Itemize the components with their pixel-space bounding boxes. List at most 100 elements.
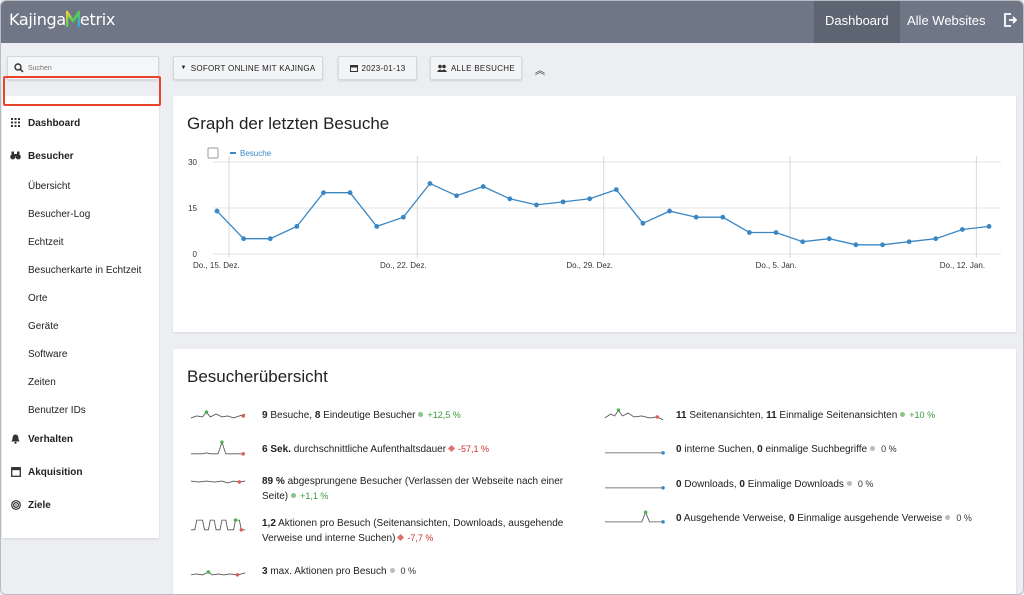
- data-point: [933, 236, 939, 242]
- trend-indicator-icon: [291, 493, 297, 499]
- sparkline-marker: [204, 410, 209, 414]
- sidebar-item-orte[interactable]: Orte: [2, 288, 159, 310]
- trend-indicator-icon: [945, 515, 951, 521]
- trend-indicator-icon: [447, 445, 456, 453]
- sidebar-item-uebersicht[interactable]: Übersicht: [2, 176, 159, 198]
- kpi-right-0: 11 Seitenansichten, 11 Einmalige Seitena…: [676, 408, 1016, 423]
- kpi-change: 0 %: [857, 479, 874, 489]
- kpi-text: Eindeutige Besucher: [320, 410, 416, 421]
- kpi-left-2: 89 % abgesprungene Besucher (Verlassen d…: [262, 475, 580, 504]
- kpi-text: max. Aktionen pro Besuch: [267, 566, 387, 577]
- sidebar-item-geraete[interactable]: Geräte: [2, 316, 159, 338]
- collapse-chevrons-icon[interactable]: ︽: [535, 66, 545, 77]
- data-point: [214, 208, 220, 214]
- graph-card-title: Graph der letzten Besuche: [187, 114, 390, 133]
- sidebar-item-besucher-log[interactable]: Besucher-Log: [2, 204, 159, 226]
- sparkline-left-1[interactable]: [189, 438, 251, 460]
- data-point: [587, 196, 593, 202]
- y-tick-label: 0: [193, 250, 198, 259]
- grid-icon: [10, 118, 21, 129]
- sidebar-item-label: Besucher-Log: [28, 209, 91, 220]
- visits-filter-button[interactable]: ALLE BESUCHE: [430, 56, 522, 80]
- nav-all-websites[interactable]: Alle Websites: [907, 13, 986, 28]
- sparkline-marker: [661, 520, 665, 524]
- sidebar-item-label: Ziele: [28, 500, 51, 511]
- target-icon: [10, 500, 21, 511]
- sparkline-right-3[interactable]: [603, 507, 665, 529]
- sparkline-left-0[interactable]: [189, 404, 251, 426]
- sparkline-marker: [643, 510, 648, 514]
- sparkline-path: [604, 409, 664, 421]
- data-point: [374, 224, 380, 229]
- kpi-right-1: 0 interne Suchen, 0 einmalige Suchbegrif…: [676, 442, 1016, 457]
- kpi-value: 0: [676, 444, 682, 455]
- users-icon: [436, 64, 447, 72]
- data-point: [400, 214, 406, 220]
- x-tick-label: Do., 5. Jan.: [756, 261, 797, 270]
- kpi-text: Einmalige ausgehende Verweise: [794, 513, 943, 524]
- sparkline-left-3[interactable]: [189, 513, 251, 535]
- trend-indicator-icon: [397, 534, 405, 542]
- sidebar-item-besucherkarte[interactable]: Besucherkarte in Echtzeit: [2, 260, 159, 282]
- kpi-text: durchschnittliche Aufenthaltsdauer: [290, 444, 447, 455]
- sparkline-right-1[interactable]: [603, 438, 665, 460]
- kpi-text: Einmalige Downloads: [744, 479, 844, 490]
- segment-selector-button[interactable]: ▼ SOFORT ONLINE MIT KAJINGA: [173, 56, 323, 80]
- sidebar-item-software[interactable]: Software: [2, 344, 159, 366]
- kpi-left-0: 9 Besuche, 8 Eindeutige Besucher +12,5 %: [262, 408, 580, 423]
- selected-item-highlight: [3, 76, 161, 106]
- sidebar-item-benutzer-ids[interactable]: Benutzer IDs: [2, 400, 159, 422]
- x-tick-label: Do., 22. Dez.: [380, 261, 427, 270]
- search-icon: [14, 63, 24, 73]
- sidebar-item-verhalten[interactable]: Verhalten: [2, 429, 159, 451]
- sparkline-path: [190, 519, 246, 531]
- logo-m-icon: [65, 10, 80, 27]
- sparkline-right-0[interactable]: [603, 404, 665, 426]
- sidebar-item-label: Dashboard: [28, 118, 81, 129]
- data-point: [347, 190, 353, 196]
- search-input[interactable]: [28, 60, 153, 76]
- data-point: [800, 239, 806, 245]
- x-tick-label: Do., 12. Jan.: [940, 261, 985, 270]
- data-point: [853, 242, 859, 248]
- bell-icon: [10, 434, 21, 445]
- sparkline-marker: [206, 570, 211, 574]
- sparkline-marker: [661, 486, 665, 490]
- sparkline-marker: [235, 573, 240, 577]
- sparkline-marker: [655, 415, 659, 419]
- data-point: [427, 181, 433, 186]
- data-point: [880, 242, 885, 248]
- kpi-value: 0: [757, 444, 763, 455]
- data-point: [507, 196, 513, 202]
- data-point: [773, 230, 779, 235]
- sidebar-item-besucher[interactable]: Besucher: [2, 146, 159, 168]
- sparkline-path: [190, 440, 244, 455]
- sidebar-item-dashboard[interactable]: Dashboard: [2, 113, 159, 135]
- trend-indicator-icon: [389, 568, 395, 574]
- sparkline-right-2[interactable]: [603, 473, 665, 495]
- sparkline-marker: [233, 518, 238, 522]
- sidebar-item-zeiten[interactable]: Zeiten: [2, 372, 159, 394]
- sparkline-marker: [241, 414, 245, 418]
- logout-icon[interactable]: [1003, 12, 1017, 28]
- data-point: [959, 227, 965, 232]
- sidebar-item-akquisition[interactable]: Akquisition: [2, 462, 159, 484]
- sparkline-left-2[interactable]: [189, 471, 251, 493]
- kpi-change: +10 %: [909, 410, 936, 420]
- overview-card: Besucherübersicht 9 Besuche, 8 Eindeutig…: [173, 349, 1016, 594]
- kpi-change: 0 %: [956, 513, 972, 523]
- sidebar-item-ziele[interactable]: Ziele: [2, 495, 159, 517]
- kajinga-metrix-logo[interactable]: Kajinga etrix: [9, 10, 116, 29]
- kpi-left-4: 3 max. Aktionen pro Besuch 0 %: [262, 564, 580, 579]
- kpi-text: Einmalige Seitenansichten: [776, 410, 898, 421]
- sparkline-left-4[interactable]: [189, 560, 251, 582]
- date-label: 2023-01-13: [361, 63, 406, 73]
- segment-label: SOFORT ONLINE MIT KAJINGA: [190, 63, 316, 73]
- data-point: [640, 220, 646, 226]
- data-point: [454, 193, 459, 199]
- date-selector-button[interactable]: 2023-01-13: [338, 56, 417, 80]
- nav-dashboard[interactable]: Dashboard: [814, 1, 900, 43]
- sidebar-item-echtzeit[interactable]: Echtzeit: [2, 232, 159, 254]
- kpi-value: 0: [788, 513, 795, 524]
- kpi-text: Besuche,: [267, 410, 315, 421]
